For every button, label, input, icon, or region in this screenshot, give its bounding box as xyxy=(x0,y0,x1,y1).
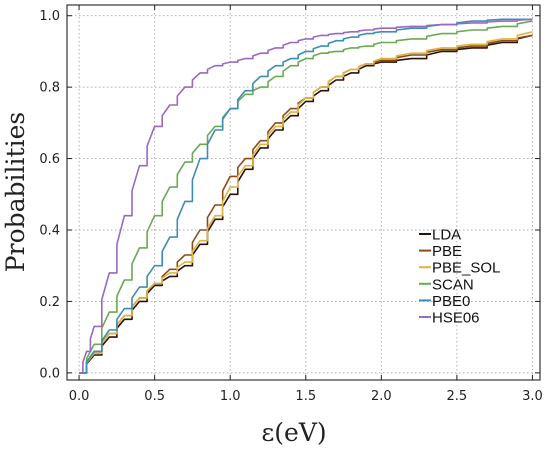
plot-frame xyxy=(66,4,541,381)
y-tick-label: 0.6 xyxy=(39,152,60,167)
legend-label-hse06: HSE06 xyxy=(432,310,480,327)
y-tick-label: 0.4 xyxy=(39,224,60,239)
legend-label-pbe0: PBE0 xyxy=(432,293,470,310)
legend-label-lda: LDA xyxy=(432,227,461,244)
series-line-hse06 xyxy=(79,18,533,374)
legend-label-scan: SCAN xyxy=(432,276,474,293)
series-line-pbe0 xyxy=(79,18,533,374)
y-tick-label: 0.8 xyxy=(39,81,60,96)
y-axis-ticks: 0.0 0.2 0.4 0.6 0.8 1.0 xyxy=(39,9,540,381)
grid xyxy=(67,5,540,380)
x-tick-label: 2.5 xyxy=(447,389,468,404)
series-line-pbe-sol xyxy=(79,31,533,374)
x-tick-label: 1.0 xyxy=(220,389,241,404)
x-tick-label: 0.0 xyxy=(69,389,90,404)
series-lines xyxy=(79,18,533,374)
x-axis-label: ε(eV) xyxy=(261,418,326,447)
y-tick-label: 0.2 xyxy=(39,295,60,310)
series-line-scan xyxy=(79,20,533,374)
legend-label-pbe-sol: PBE_SOL xyxy=(432,260,500,277)
y-axis-label: Probabilities xyxy=(1,112,30,272)
y-tick-label: 1.0 xyxy=(39,9,60,24)
x-tick-label: 3.0 xyxy=(522,389,543,404)
x-tick-label: 1.5 xyxy=(295,389,316,404)
legend-label-pbe: PBE xyxy=(432,243,462,260)
x-tick-label: 0.5 xyxy=(144,389,165,404)
x-axis-ticks: 0.0 0.5 1.0 1.5 2.0 2.5 3.0 xyxy=(69,5,543,404)
y-tick-label: 0.0 xyxy=(39,366,60,381)
x-tick-label: 2.0 xyxy=(371,389,392,404)
